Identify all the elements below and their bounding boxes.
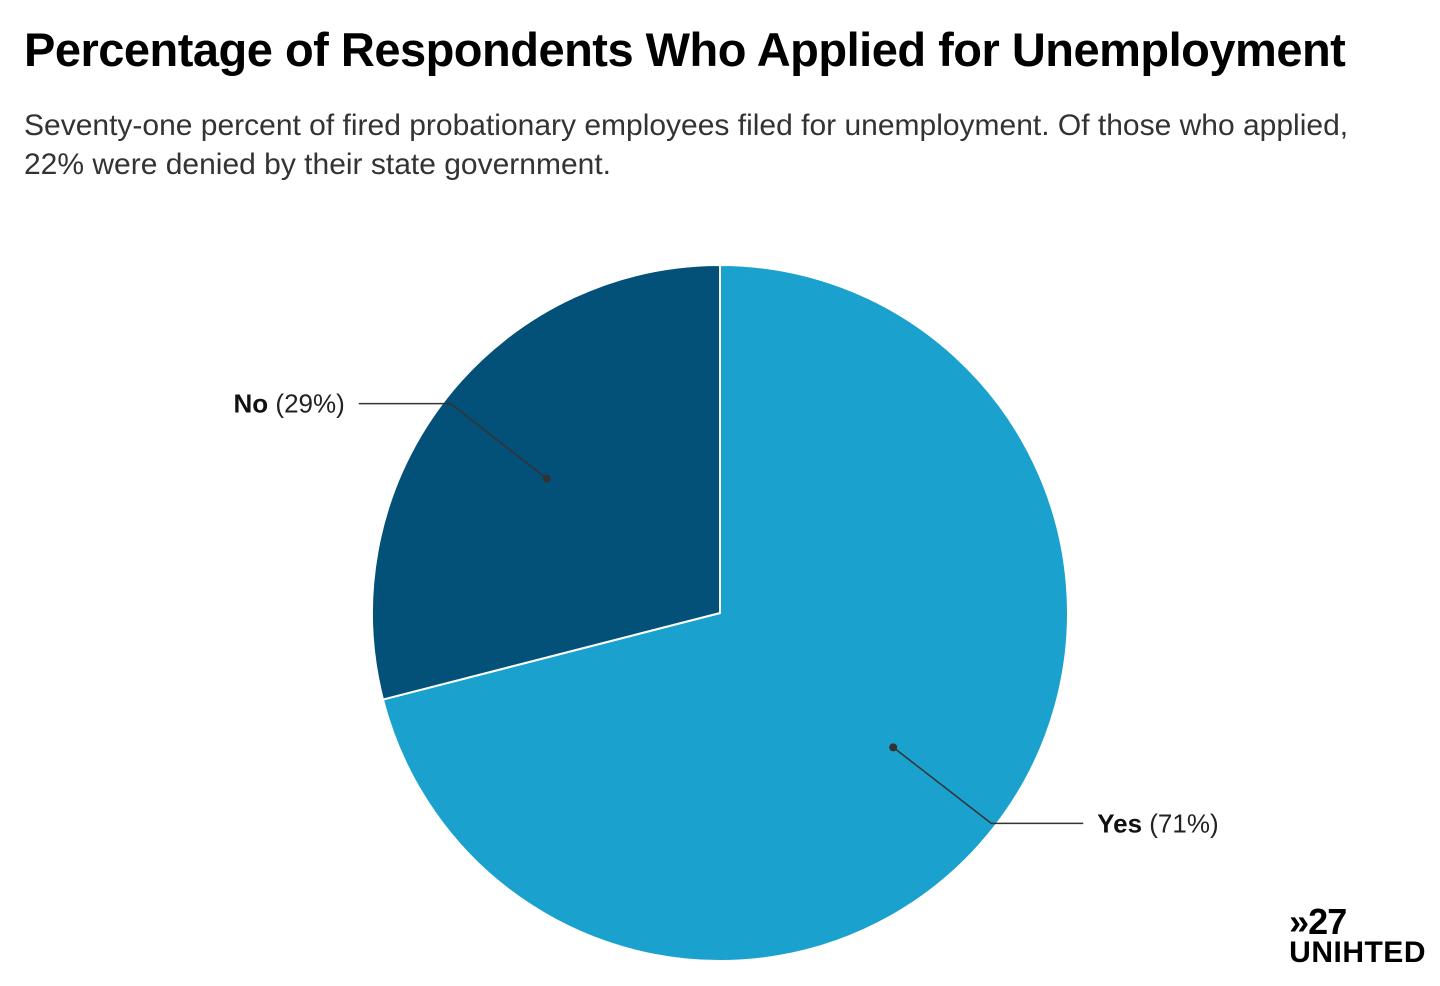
leader-dot: [542, 474, 551, 483]
slice-label-text: Yes (71%): [1097, 808, 1218, 838]
chart-subtitle: Seventy-one percent of fired probationar…: [24, 109, 1349, 181]
slice-label-text: No (29%): [234, 389, 345, 419]
brand-logo-wordmark: UNIHTED: [1289, 936, 1426, 969]
leader-line: [358, 402, 548, 480]
slice-percentage: (29%): [268, 389, 345, 419]
slice-category: No: [234, 389, 269, 419]
brand-logo: »27 UNIHTED: [1289, 904, 1426, 968]
pie-slice-yes: [381, 264, 1069, 962]
leader-line: [892, 746, 1084, 825]
slice-label-no: No (29%): [234, 389, 551, 483]
slice-percentage: (71%): [1142, 808, 1219, 838]
slice-label-yes: Yes (71%): [889, 743, 1219, 838]
leader-dot: [889, 743, 898, 752]
chart-title: Percentage of Respondents Who Applied fo…: [24, 23, 1346, 76]
slice-category: Yes: [1097, 808, 1142, 838]
brand-logo-number: »27: [1289, 901, 1347, 942]
